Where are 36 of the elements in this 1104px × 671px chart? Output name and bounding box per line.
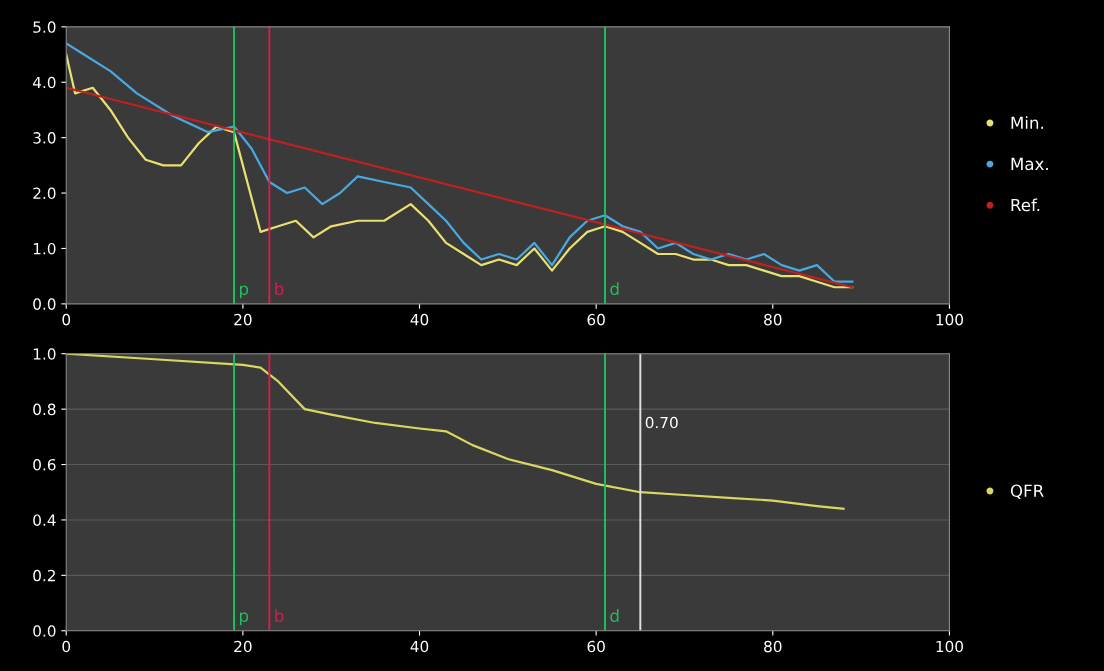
- x-tick-label: 0: [62, 313, 71, 326]
- y-tick-label: 2.0: [33, 187, 56, 200]
- ref-line-label: p: [239, 285, 249, 299]
- x-tick-label: 0: [62, 640, 71, 653]
- y-tick-label: 0.0: [33, 625, 56, 637]
- legend-label: Ref.: [1011, 198, 1040, 212]
- y-tick-label: 0.8: [33, 403, 56, 416]
- y-tick-label: 5.0: [33, 21, 56, 33]
- x-tick-label: 80: [764, 640, 782, 653]
- x-tick-label: 40: [410, 313, 429, 326]
- ref-line-label: d: [610, 282, 619, 296]
- x-tick-label: 80: [764, 313, 782, 326]
- x-tick-label: 100: [936, 313, 964, 326]
- y-tick-label: 0.6: [33, 458, 56, 471]
- y-tick-label: 4.0: [32, 76, 56, 89]
- legend-label: QFR: [1010, 484, 1044, 499]
- ref-line-label: b: [275, 282, 284, 296]
- ref-line-label: b: [275, 609, 284, 622]
- y-tick-label: 0.0: [33, 298, 56, 310]
- x-tick-label: 100: [936, 640, 964, 653]
- y-tick-label: 3.0: [33, 132, 56, 144]
- ref-line-label: d: [610, 609, 619, 622]
- ref-line-label: p: [239, 612, 249, 626]
- y-tick-label: 0.2: [33, 569, 55, 582]
- line-series: [66, 353, 845, 510]
- x-tick-label: 20: [234, 313, 252, 326]
- x-tick-label: 20: [234, 640, 252, 653]
- y-tick-label: 1.0: [33, 242, 56, 255]
- annotation: 0.70: [645, 416, 678, 429]
- y-tick-label: 0.4: [33, 514, 56, 526]
- x-tick-label: 40: [410, 640, 429, 653]
- x-tick-label: 60: [587, 640, 605, 653]
- legend-label: Min.: [1011, 116, 1044, 129]
- x-tick-label: 60: [587, 313, 605, 326]
- legend-label: Max.: [1011, 157, 1048, 171]
- y-tick-label: 1.0: [33, 348, 56, 360]
